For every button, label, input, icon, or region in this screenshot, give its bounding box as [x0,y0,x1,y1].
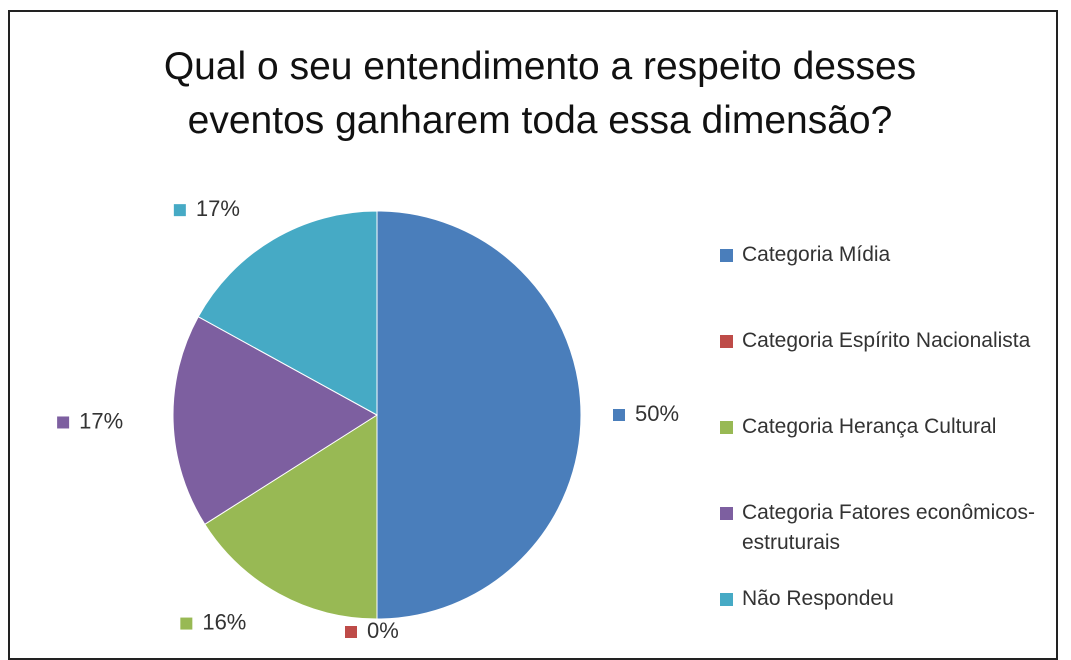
legend-label: Categoria Fatores econômicos-estruturais [742,501,1035,554]
label-marker [345,626,357,638]
pie-slice [376,210,582,620]
label-marker [57,416,70,429]
legend-item: Categoria Herança Cultural [720,412,1062,442]
legend-swatch [720,421,733,434]
legend-label: Categoria Espírito Nacionalista [742,329,1031,352]
legend-label: Não Respondeu [742,587,894,610]
legend-item: Categoria Mídia [720,240,1062,270]
label-marker [180,617,193,630]
legend-item: Não Respondeu [720,584,1062,614]
data-label: 17% [196,196,240,221]
legend-item: Categoria Espírito Nacionalista [720,326,1062,356]
label-marker [173,204,186,217]
legend-swatch [720,249,733,262]
data-label: 16% [202,609,246,634]
data-label: 0% [367,618,399,643]
data-label: 17% [79,408,123,433]
label-marker [613,409,625,421]
data-label: 50% [635,401,679,426]
legend-label: Categoria Mídia [742,243,891,266]
pie-slice [204,414,378,620]
legend-swatch [720,507,733,520]
legend-swatch [720,335,733,348]
chart-title: Qual o seu entendimento a respeito desse… [163,45,917,142]
legend-item: Categoria Fatores econômicos-estruturais [720,498,1062,558]
legend-label: Categoria Herança Cultural [742,415,997,438]
legend-swatch [720,593,733,606]
pie-slice [197,210,378,416]
pie-slice [172,316,378,525]
